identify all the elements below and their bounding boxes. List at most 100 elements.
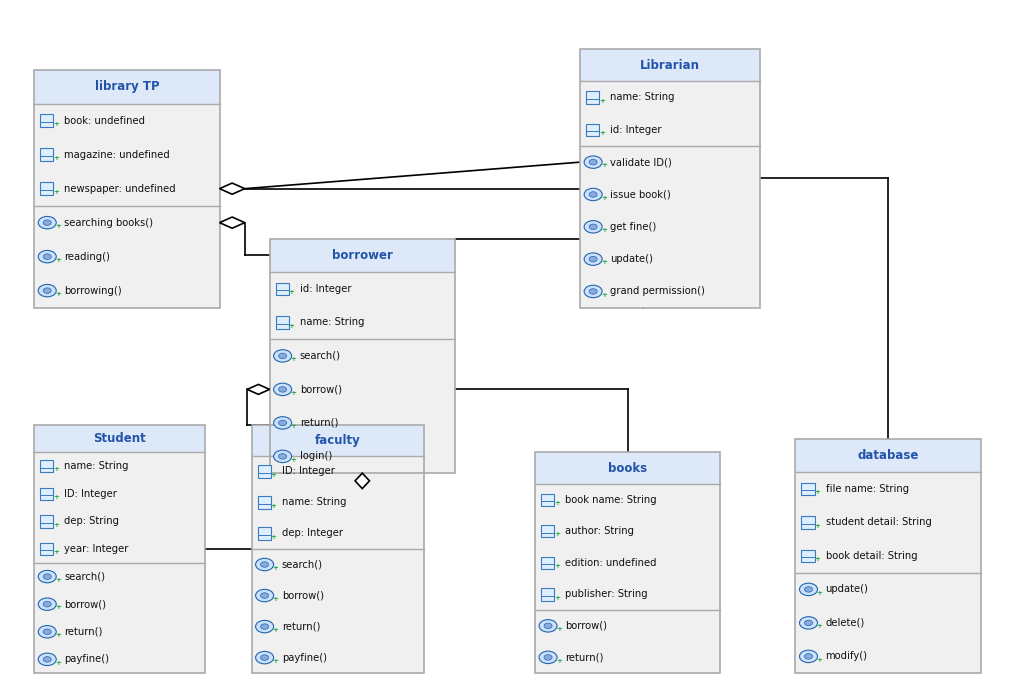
Circle shape: [805, 586, 812, 592]
Text: +: +: [289, 322, 295, 329]
Circle shape: [261, 624, 269, 630]
Circle shape: [261, 655, 269, 660]
Bar: [40, 460, 54, 473]
Circle shape: [589, 224, 597, 230]
Circle shape: [544, 655, 552, 660]
Bar: [802, 517, 814, 528]
Text: +: +: [273, 627, 279, 633]
Text: dep: String: dep: String: [65, 517, 119, 526]
Text: +: +: [273, 565, 279, 571]
Circle shape: [261, 593, 269, 598]
Bar: [276, 316, 289, 329]
Circle shape: [589, 289, 597, 295]
Text: return(): return(): [566, 653, 604, 662]
Circle shape: [805, 653, 812, 659]
Text: +: +: [599, 98, 605, 104]
Text: reading(): reading(): [65, 252, 110, 262]
Polygon shape: [247, 385, 270, 394]
Bar: [796, 438, 981, 472]
Bar: [802, 483, 814, 495]
Bar: [270, 239, 454, 473]
Text: issue book(): issue book(): [610, 189, 671, 200]
Bar: [580, 49, 761, 82]
Text: +: +: [54, 121, 60, 127]
Text: +: +: [601, 260, 607, 265]
Text: database: database: [857, 449, 919, 462]
Text: borrow(): borrow(): [300, 385, 341, 394]
Text: +: +: [816, 657, 822, 662]
Circle shape: [43, 574, 52, 579]
Text: +: +: [271, 503, 277, 509]
Text: login(): login(): [300, 452, 332, 461]
Text: +: +: [56, 223, 62, 229]
Bar: [270, 239, 454, 272]
Bar: [586, 91, 599, 104]
Circle shape: [256, 621, 274, 633]
Text: +: +: [56, 604, 62, 610]
Circle shape: [584, 221, 602, 233]
Text: +: +: [814, 489, 820, 495]
Circle shape: [584, 253, 602, 265]
Text: book: undefined: book: undefined: [65, 116, 145, 126]
Circle shape: [589, 192, 597, 198]
Circle shape: [584, 285, 602, 297]
Text: books: books: [608, 461, 647, 475]
Text: +: +: [271, 472, 277, 477]
Circle shape: [589, 159, 597, 165]
Bar: [40, 149, 54, 161]
Text: year: Integer: year: Integer: [65, 544, 128, 554]
Text: book name: String: book name: String: [566, 495, 656, 505]
Circle shape: [38, 284, 57, 297]
Circle shape: [800, 651, 817, 662]
Circle shape: [544, 623, 552, 629]
Bar: [541, 588, 554, 600]
Circle shape: [43, 288, 52, 293]
Bar: [251, 425, 424, 456]
Text: search(): search(): [282, 560, 322, 570]
Bar: [34, 70, 219, 308]
Text: +: +: [54, 155, 60, 161]
Bar: [580, 146, 761, 308]
Text: +: +: [816, 623, 822, 629]
Circle shape: [279, 353, 287, 359]
Text: name: String: name: String: [65, 461, 128, 471]
Text: publisher: String: publisher: String: [566, 589, 647, 600]
Text: +: +: [601, 227, 607, 233]
Circle shape: [584, 188, 602, 201]
Text: +: +: [814, 523, 820, 528]
Text: name: String: name: String: [300, 318, 365, 327]
Circle shape: [539, 620, 558, 632]
Text: validate ID(): validate ID(): [610, 157, 672, 167]
Bar: [580, 49, 761, 308]
Text: +: +: [56, 632, 62, 638]
Text: +: +: [291, 456, 297, 463]
Text: +: +: [814, 556, 820, 562]
Circle shape: [256, 589, 274, 602]
Text: +: +: [54, 521, 60, 528]
Circle shape: [800, 584, 817, 595]
Text: searching books(): searching books(): [65, 218, 154, 228]
Bar: [40, 182, 54, 195]
Circle shape: [256, 558, 274, 571]
Text: delete(): delete(): [825, 618, 865, 628]
Text: ID: Integer: ID: Integer: [65, 489, 117, 499]
Text: id: Integer: id: Integer: [300, 284, 351, 294]
Bar: [270, 272, 454, 339]
Bar: [34, 425, 204, 452]
Text: return(): return(): [65, 627, 103, 637]
Bar: [34, 104, 219, 206]
Bar: [535, 610, 720, 673]
Text: +: +: [56, 257, 62, 263]
Bar: [40, 543, 54, 555]
Text: faculty: faculty: [315, 434, 361, 447]
Bar: [258, 465, 271, 477]
Text: +: +: [554, 500, 560, 506]
Circle shape: [800, 617, 817, 629]
Text: name: String: name: String: [610, 93, 675, 103]
Text: +: +: [54, 466, 60, 473]
Circle shape: [38, 251, 57, 263]
Bar: [34, 452, 204, 563]
Circle shape: [38, 598, 57, 610]
Text: student detail: String: student detail: String: [825, 517, 931, 528]
Text: +: +: [273, 596, 279, 602]
